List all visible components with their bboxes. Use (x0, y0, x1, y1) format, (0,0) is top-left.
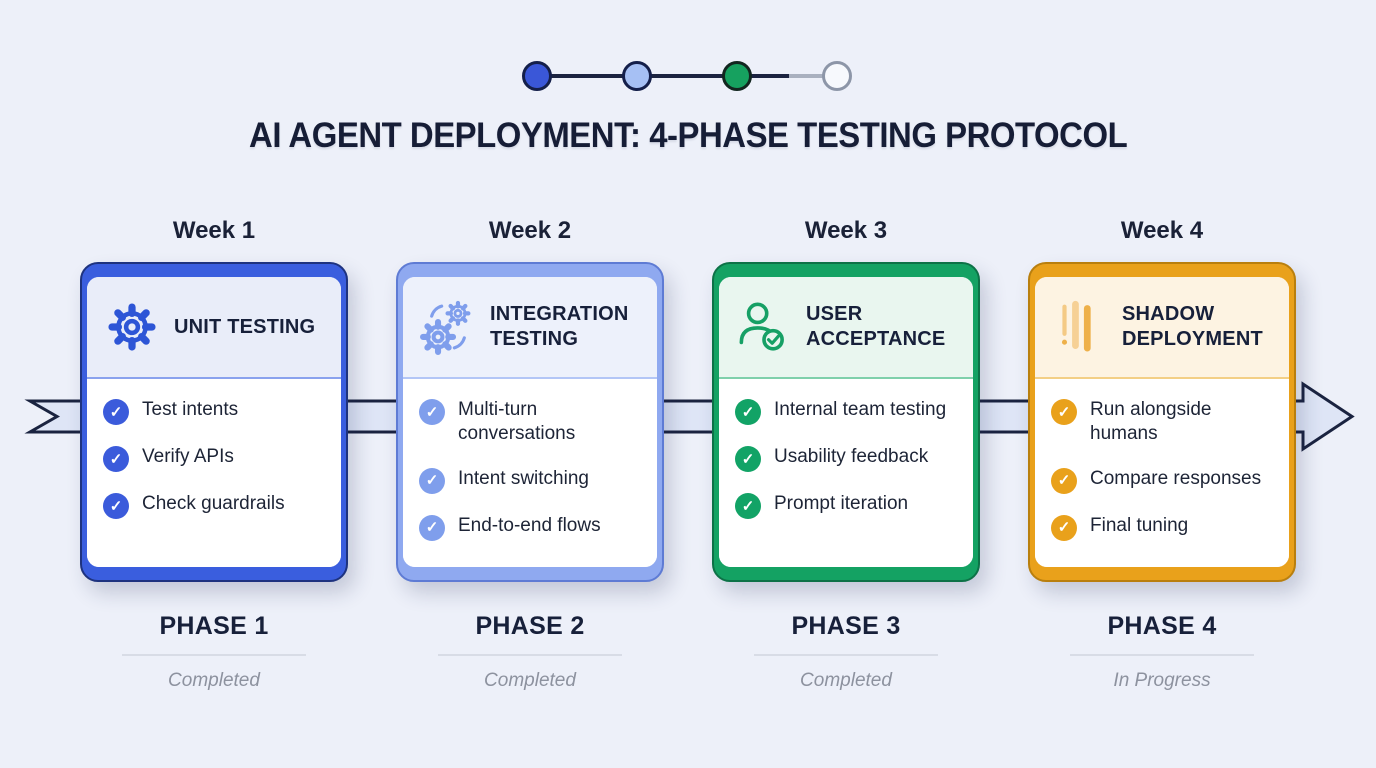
week-label: Week 4 (1120, 217, 1204, 244)
phase-status: In Progress (1113, 670, 1211, 691)
checklist: ✓ Internal team testing ✓ Usability feed… (719, 379, 973, 567)
checklist-item: ✓ Prompt iteration (735, 492, 959, 519)
week-label: Week 1 (172, 217, 256, 244)
checklist: ✓ Test intents ✓ Verify APIs ✓ Check gua… (87, 379, 341, 567)
check-icon: ✓ (419, 399, 445, 425)
checklist-item: ✓ Intent switching (419, 467, 643, 494)
check-icon: ✓ (735, 493, 761, 519)
phase-status: Completed (168, 670, 260, 691)
card-header: UNIT TESTING (87, 277, 341, 379)
check-icon: ✓ (103, 493, 129, 519)
check-icon: ✓ (1051, 514, 1077, 541)
checklist-item: ✓ Verify APIs (103, 445, 327, 472)
progress-dot (822, 61, 852, 91)
user-check-icon (735, 298, 793, 356)
phase-label: PHASE 1 (159, 612, 269, 640)
shadow-bars-icon (1051, 298, 1109, 356)
check-icon: ✓ (103, 399, 129, 425)
card-title: INTEGRATION TESTING (490, 303, 629, 350)
check-icon: ✓ (735, 446, 761, 472)
page-title: AI AGENT DEPLOYMENT: 4-PHASE TESTING PRO… (248, 116, 1128, 155)
checklist-item: ✓ Multi-turn conversations (419, 398, 643, 447)
phase-card-user-acceptance: USER ACCEPTANCE ✓ Internal team testing … (712, 262, 980, 582)
checklist-item: ✓ Compare responses (1051, 467, 1275, 494)
checklist: ✓ Run alongside humans ✓ Compare respons… (1035, 379, 1289, 567)
phase-column-4: Week 4 SHADOW DEPLOYMENT (1028, 216, 1296, 692)
phase-divider (438, 654, 622, 656)
card-header: INTEGRATION TESTING (403, 277, 657, 379)
checklist-item: ✓ Check guardrails (103, 492, 327, 519)
phase-label: PHASE 3 (791, 612, 901, 640)
gears-icon (419, 298, 477, 356)
checklist-item: ✓ Final tuning (1051, 514, 1275, 541)
progress-dot (622, 61, 652, 91)
phase-status: Completed (484, 670, 576, 691)
card-title: UNIT TESTING (174, 315, 316, 338)
check-icon: ✓ (419, 514, 445, 541)
progress-connector (537, 74, 637, 78)
check-icon: ✓ (1051, 399, 1077, 425)
progress-tracker (522, 60, 854, 92)
gear-icon (103, 298, 161, 356)
phase-divider (122, 654, 306, 656)
card-header: USER ACCEPTANCE (719, 277, 973, 379)
progress-connector (737, 74, 837, 78)
checklist-item: ✓ Internal team testing (735, 398, 959, 425)
progress-connector (637, 74, 737, 78)
phase-column-3: Week 3 USER ACCEPTANCE (712, 216, 980, 692)
card-header: SHADOW DEPLOYMENT (1035, 277, 1289, 379)
check-icon: ✓ (103, 446, 129, 472)
progress-dot (522, 61, 552, 91)
phase-card-shadow-deployment: SHADOW DEPLOYMENT ✓ Run alongside humans… (1028, 262, 1296, 582)
phase-column-2: Week 2 (396, 216, 664, 692)
phase-card-unit-testing: UNIT TESTING ✓ Test intents ✓ Verify API… (80, 262, 348, 582)
phase-column-1: Week 1 UNIT TESTING (80, 216, 348, 692)
phase-divider (754, 654, 938, 656)
phase-status: Completed (800, 670, 892, 691)
phase-label: PHASE 2 (475, 612, 585, 640)
checklist-item: ✓ Test intents (103, 398, 327, 425)
phases-row: Week 1 UNIT TESTING (80, 216, 1296, 692)
checklist: ✓ Multi-turn conversations ✓ Intent swit… (403, 379, 657, 567)
phase-label: PHASE 4 (1107, 612, 1217, 640)
progress-dot (722, 61, 752, 91)
checklist-item: ✓ End-to-end flows (419, 514, 643, 541)
week-label: Week 3 (804, 217, 888, 244)
check-icon: ✓ (1051, 467, 1077, 494)
card-title: SHADOW DEPLOYMENT (1122, 303, 1263, 350)
phase-divider (1070, 654, 1254, 656)
check-icon: ✓ (735, 399, 761, 425)
checklist-item: ✓ Usability feedback (735, 445, 959, 472)
phase-card-integration-testing: INTEGRATION TESTING ✓ Multi-turn convers… (396, 262, 664, 582)
check-icon: ✓ (419, 467, 445, 494)
week-label: Week 2 (488, 217, 572, 244)
card-title: USER ACCEPTANCE (806, 303, 946, 350)
checklist-item: ✓ Run alongside humans (1051, 398, 1275, 447)
